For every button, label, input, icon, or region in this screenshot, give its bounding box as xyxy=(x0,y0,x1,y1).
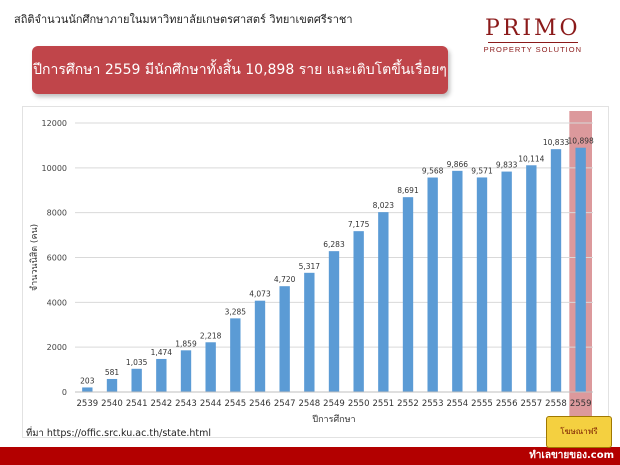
y-tick-label: 8000 xyxy=(47,209,67,218)
x-tick-label: 2555 xyxy=(471,399,493,409)
data-label: 8,023 xyxy=(373,201,395,210)
page-title: สถิติจำนวนนักศึกษาภายในมหาวิทยาลัยเกษตรศ… xyxy=(14,13,353,26)
x-tick-label: 2542 xyxy=(151,399,173,409)
x-tick-label: 2551 xyxy=(373,399,395,409)
data-label: 581 xyxy=(105,368,120,377)
bar xyxy=(476,177,488,392)
data-label: 5,317 xyxy=(299,262,321,271)
data-label: 9,571 xyxy=(471,166,493,175)
data-label: 10,833 xyxy=(543,138,569,147)
bar xyxy=(131,368,142,392)
bar xyxy=(279,286,290,392)
data-label: 1,035 xyxy=(126,358,148,367)
y-tick-label: 2000 xyxy=(47,343,67,352)
bar xyxy=(378,212,389,392)
bottom-bar xyxy=(0,447,620,465)
x-tick-label: 2552 xyxy=(397,399,419,409)
x-tick-label: 2558 xyxy=(545,399,567,409)
x-tick-label: 2546 xyxy=(249,399,271,409)
data-label: 7,175 xyxy=(348,220,370,229)
data-label: 4,720 xyxy=(274,275,296,284)
bar xyxy=(205,342,216,392)
data-label: 10,114 xyxy=(518,154,544,163)
bar xyxy=(304,272,315,392)
x-tick-label: 2547 xyxy=(274,399,296,409)
chart-container: 0 2000 4000 6000 8000 10000 12000 203 2539 581 254… xyxy=(22,106,609,438)
data-label: 1,474 xyxy=(151,348,173,357)
y-tick-label: 6000 xyxy=(47,254,67,263)
x-tick-label: 2549 xyxy=(323,399,345,409)
x-tick-label: 2544 xyxy=(200,399,222,409)
data-label: 3,285 xyxy=(225,307,247,316)
source-note: ที่มา https://offic.src.ku.ac.th/state.h… xyxy=(26,428,212,439)
bar xyxy=(353,231,364,392)
x-tick-label: 2541 xyxy=(126,399,148,409)
brand-name: PRIMO xyxy=(484,16,581,41)
y-axis-title: จำนวนนิสิต (คน) xyxy=(29,224,40,291)
bar xyxy=(156,358,167,392)
x-tick-label: 2539 xyxy=(77,399,99,409)
y-tick-label: 0 xyxy=(62,388,67,397)
data-label: 9,833 xyxy=(496,161,518,170)
bar xyxy=(254,300,266,392)
x-tick-label: 2557 xyxy=(521,399,543,409)
bar xyxy=(427,177,438,392)
bar xyxy=(180,350,192,392)
data-label: 9,866 xyxy=(447,160,469,169)
headline-text: ปีการศึกษา 2559 มีนักศึกษาทั้งสิ้น 10,89… xyxy=(33,62,447,78)
headline-banner: ปีการศึกษา 2559 มีนักศึกษาทั้งสิ้น 10,89… xyxy=(32,46,448,94)
watermark-text: ทำเลขายของ.com xyxy=(529,450,614,461)
bar xyxy=(575,147,586,392)
brand-divider xyxy=(487,42,578,43)
bar xyxy=(230,318,241,392)
bar xyxy=(402,197,414,392)
data-label: 1,859 xyxy=(175,339,197,348)
x-tick-label: 2559 xyxy=(570,399,592,409)
x-tick-label: 2548 xyxy=(299,399,321,409)
bar xyxy=(82,387,93,392)
y-tick-label: 10000 xyxy=(42,164,67,173)
data-label: 6,283 xyxy=(323,240,345,249)
bar xyxy=(106,378,118,392)
brand-subtitle: PROPERTY SOLUTION xyxy=(483,45,582,54)
x-tick-label: 2540 xyxy=(101,399,123,409)
bar xyxy=(501,171,512,392)
x-tick-label: 2556 xyxy=(496,399,518,409)
bar-chart: 0 2000 4000 6000 8000 10000 12000 203 2539 581 254… xyxy=(29,111,594,433)
data-label: 203 xyxy=(80,376,95,385)
watermark-badge: โฆษณาฟรี xyxy=(546,416,612,448)
bar xyxy=(526,165,537,392)
x-tick-label: 2554 xyxy=(447,399,469,409)
data-label: 8,691 xyxy=(397,186,419,195)
x-tick-label: 2550 xyxy=(348,399,370,409)
bar xyxy=(452,170,463,392)
data-label: 4,073 xyxy=(249,290,271,299)
data-label: 10,898 xyxy=(568,137,594,146)
bar xyxy=(550,149,562,392)
x-tick-label: 2545 xyxy=(225,399,247,409)
y-tick-label: 12000 xyxy=(42,119,67,128)
data-label: 2,218 xyxy=(200,331,222,340)
data-label: 9,568 xyxy=(422,167,444,176)
x-tick-label: 2553 xyxy=(422,399,444,409)
bar xyxy=(328,251,340,392)
x-tick-label: 2543 xyxy=(175,399,197,409)
brand-logo: PRIMO PROPERTY SOLUTION xyxy=(483,16,582,55)
y-tick-label: 4000 xyxy=(47,298,67,307)
x-axis-title: ปีการศึกษา xyxy=(312,414,355,425)
